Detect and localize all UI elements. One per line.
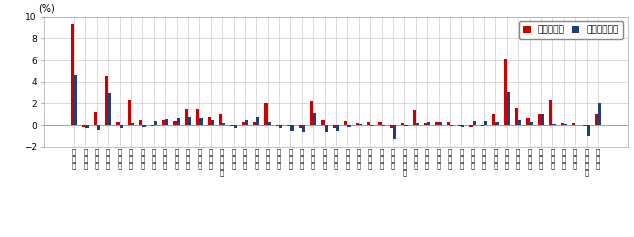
Bar	[74, 75, 77, 125]
Bar	[207, 117, 210, 125]
Bar	[347, 125, 351, 128]
Bar	[154, 121, 157, 125]
Bar	[367, 122, 370, 125]
Bar	[188, 117, 191, 125]
Bar	[196, 109, 199, 125]
Bar	[105, 76, 108, 125]
Bar	[401, 123, 404, 125]
Bar	[242, 122, 245, 125]
Bar	[503, 59, 507, 125]
Bar	[424, 123, 427, 125]
Bar	[299, 125, 302, 128]
Bar	[230, 125, 233, 126]
Bar	[413, 110, 416, 125]
Bar	[151, 125, 154, 126]
Bar	[492, 114, 495, 125]
Bar	[143, 125, 146, 128]
Bar	[378, 123, 382, 125]
Bar	[560, 123, 564, 125]
Bar	[541, 114, 544, 125]
Bar	[165, 119, 169, 125]
Text: (%): (%)	[39, 4, 55, 14]
Bar	[325, 125, 328, 132]
Bar	[219, 114, 222, 125]
Bar	[390, 125, 393, 128]
Bar	[82, 125, 86, 128]
Bar	[321, 120, 325, 125]
Bar	[290, 125, 294, 131]
Bar	[549, 100, 552, 125]
Bar	[598, 104, 601, 125]
Bar	[583, 125, 586, 126]
Bar	[507, 91, 510, 125]
Bar	[484, 121, 488, 125]
Bar	[382, 125, 385, 126]
Bar	[416, 123, 419, 125]
Bar	[97, 125, 100, 130]
Bar	[313, 113, 316, 125]
Bar	[162, 120, 165, 125]
Bar	[173, 121, 177, 125]
Bar	[310, 101, 313, 125]
Bar	[344, 121, 347, 125]
Bar	[120, 125, 123, 128]
Bar	[436, 122, 439, 125]
Bar	[71, 24, 74, 125]
Bar	[404, 125, 408, 126]
Bar	[264, 104, 268, 125]
Bar	[495, 122, 499, 125]
Bar	[245, 120, 248, 125]
Bar	[276, 125, 279, 126]
Bar	[473, 121, 476, 125]
Bar	[128, 100, 131, 125]
Bar	[529, 122, 533, 125]
Bar	[515, 108, 518, 125]
Bar	[333, 125, 336, 128]
Bar	[481, 125, 484, 126]
Bar	[393, 125, 396, 139]
Bar	[359, 124, 362, 125]
Bar	[131, 123, 134, 125]
Bar	[302, 125, 305, 132]
Bar	[253, 122, 256, 125]
Bar	[450, 125, 453, 126]
Bar	[199, 118, 202, 125]
Bar	[222, 123, 225, 125]
Bar	[427, 122, 430, 125]
Bar	[184, 109, 188, 125]
Bar	[572, 123, 575, 125]
Bar	[526, 118, 529, 125]
Bar	[552, 124, 555, 125]
Bar	[595, 114, 598, 125]
Bar	[86, 125, 89, 128]
Bar	[356, 123, 359, 125]
Bar	[462, 125, 465, 128]
Bar	[94, 112, 97, 125]
Bar	[268, 122, 271, 125]
Legend: 県庁所在地, 都道府県平均: 県庁所在地, 都道府県平均	[519, 21, 623, 39]
Bar	[108, 93, 112, 125]
Bar	[447, 122, 450, 125]
Bar	[470, 125, 473, 128]
Bar	[439, 122, 442, 125]
Bar	[233, 125, 236, 128]
Bar	[370, 125, 373, 126]
Bar	[256, 117, 259, 125]
Bar	[287, 125, 290, 126]
Bar	[177, 118, 180, 125]
Bar	[336, 125, 339, 131]
Bar	[139, 120, 143, 125]
Bar	[458, 125, 462, 126]
Bar	[518, 120, 521, 125]
Bar	[538, 114, 541, 125]
Bar	[586, 125, 590, 136]
Bar	[210, 120, 214, 125]
Bar	[117, 122, 120, 125]
Bar	[564, 124, 567, 125]
Bar	[279, 125, 282, 128]
